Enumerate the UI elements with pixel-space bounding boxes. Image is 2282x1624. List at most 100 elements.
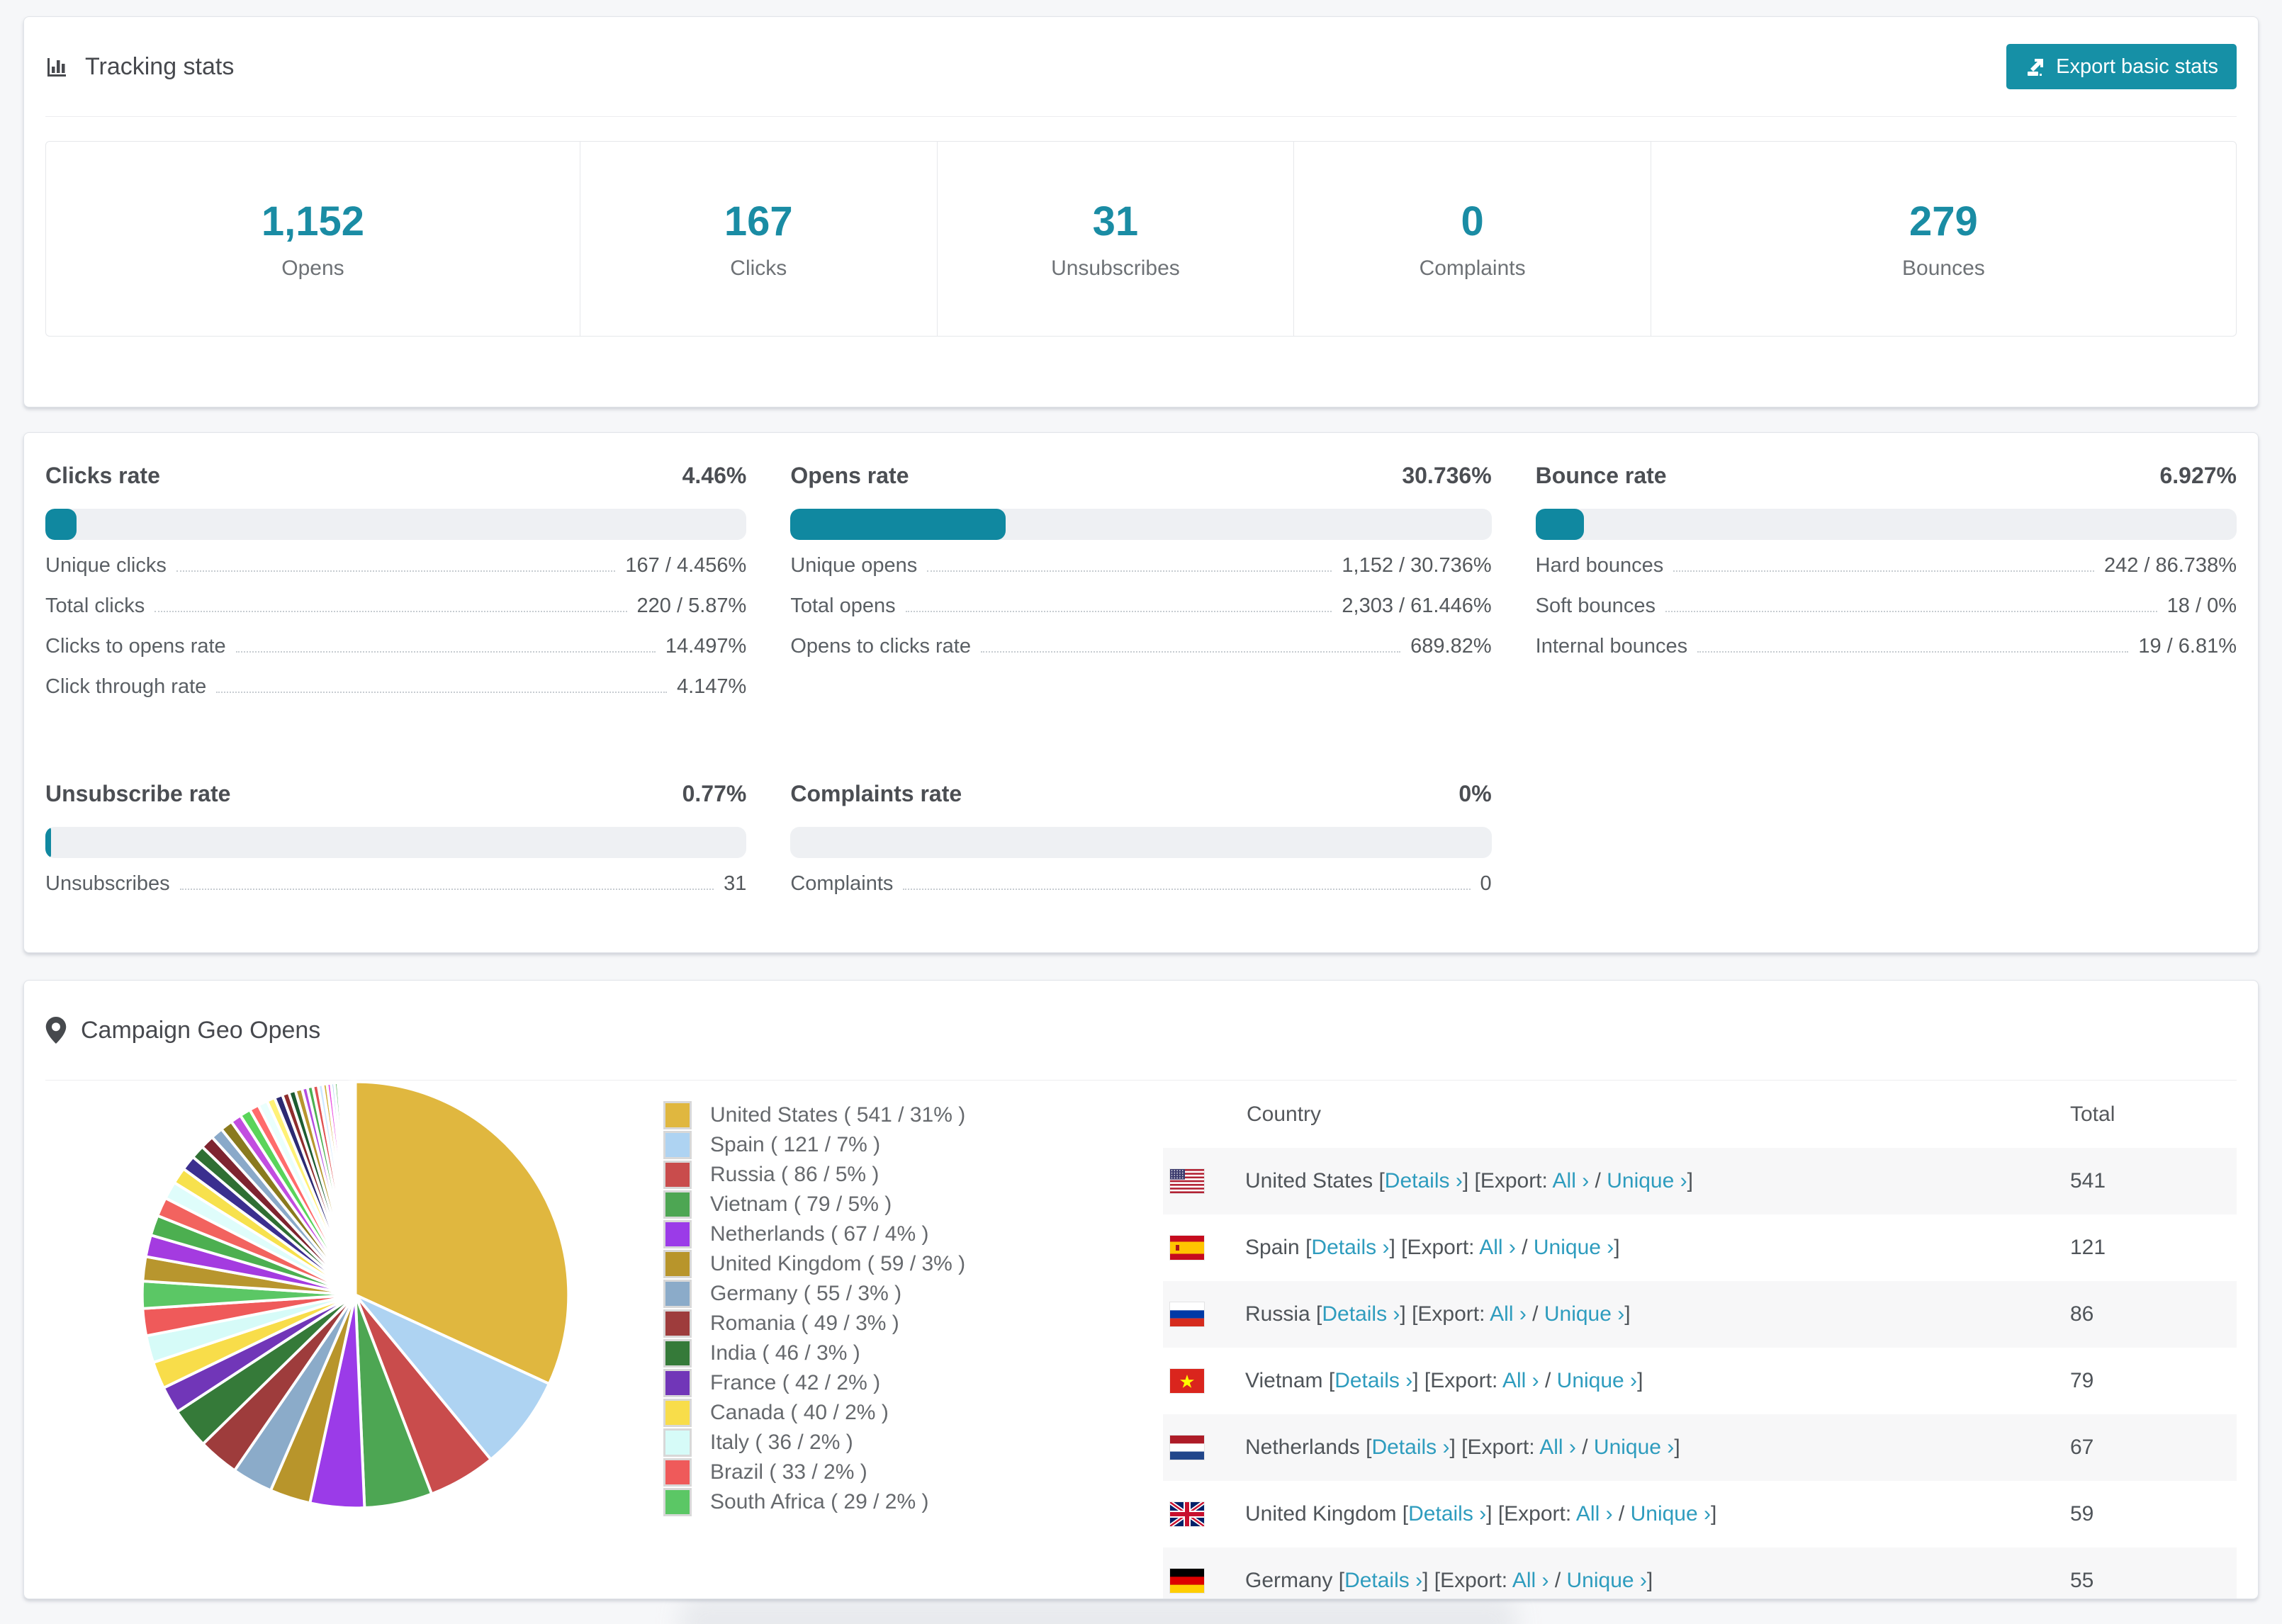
summary-label: Complaints bbox=[1419, 256, 1526, 280]
total-cell: 541 bbox=[2070, 1169, 2106, 1192]
de-flag-icon bbox=[1170, 1569, 1204, 1593]
legend-swatch bbox=[663, 1488, 692, 1516]
export-unique-link[interactable]: Unique › bbox=[1556, 1369, 1638, 1392]
details-link[interactable]: Details › bbox=[1408, 1502, 1487, 1526]
progress-fill bbox=[45, 509, 77, 540]
export-all-link[interactable]: All › bbox=[1479, 1236, 1516, 1259]
progress-track bbox=[45, 827, 747, 858]
summary-label: Clicks bbox=[730, 256, 787, 280]
gb-flag-icon bbox=[1170, 1502, 1204, 1526]
export-unique-link[interactable]: Unique › bbox=[1593, 1436, 1675, 1459]
country-name: Vietnam bbox=[1245, 1369, 1329, 1392]
details-link[interactable]: Details › bbox=[1344, 1569, 1423, 1592]
country-name: United States bbox=[1245, 1169, 1379, 1192]
stat-value: 220 / 5.87% bbox=[636, 594, 747, 617]
legend-item: Spain ( 121 / 7% ) bbox=[663, 1130, 1089, 1160]
export-icon bbox=[2028, 59, 2044, 76]
summary-label: Bounces bbox=[1902, 256, 1985, 280]
legend-swatch bbox=[663, 1280, 692, 1308]
geo-title-wrap: Campaign Geo Opens bbox=[45, 1017, 320, 1044]
legend-item: United Kingdom ( 59 / 3% ) bbox=[663, 1249, 1089, 1279]
rates-grid: Clicks rate 4.46% Unique clicks 167 / 4.456… bbox=[45, 463, 2237, 913]
details-link[interactable]: Details › bbox=[1334, 1369, 1413, 1392]
export-unique-link[interactable]: Unique › bbox=[1533, 1236, 1614, 1259]
export-unique-link[interactable]: Unique › bbox=[1544, 1302, 1625, 1326]
geo-table-row-gb: United Kingdom [Details ›] [Export: All … bbox=[1163, 1481, 2237, 1547]
legend-label: Italy ( 36 / 2% ) bbox=[710, 1431, 853, 1454]
tracking-stats-header: Tracking stats Export basic stats bbox=[45, 17, 2237, 116]
page-title: Tracking stats bbox=[85, 52, 235, 80]
details-link[interactable]: Details › bbox=[1322, 1302, 1400, 1326]
legend-label: Netherlands ( 67 / 4% ) bbox=[710, 1222, 929, 1246]
country-name: Netherlands bbox=[1245, 1436, 1366, 1459]
export-all-link[interactable]: All › bbox=[1512, 1569, 1549, 1592]
stat-row: Unique clicks 167 / 4.456% bbox=[45, 554, 746, 594]
summary-box: 1,152 Opens 167 Clicks 31 Unsubscribes 0 Compla… bbox=[45, 141, 2237, 337]
stat-row: Opens to clicks rate 689.82% bbox=[790, 635, 1491, 675]
stat-label: Clicks to opens rate bbox=[45, 635, 226, 658]
legend-label: Vietnam ( 79 / 5% ) bbox=[710, 1192, 892, 1216]
geo-divider bbox=[45, 1080, 2237, 1081]
ru-flag-icon bbox=[1170, 1302, 1204, 1326]
stat-label: Total opens bbox=[790, 594, 896, 617]
stat-row: Complaints 0 bbox=[790, 872, 1491, 913]
stat-row: Internal bounces 19 / 6.81% bbox=[1536, 635, 2237, 675]
legend-item: France ( 42 / 2% ) bbox=[663, 1368, 1089, 1398]
legend-label: Russia ( 86 / 5% ) bbox=[710, 1163, 879, 1186]
legend-swatch bbox=[663, 1309, 692, 1338]
rate-block-complaints-rate: Complaints rate 0% Complaints 0 bbox=[790, 781, 1492, 913]
stat-label: Internal bounces bbox=[1535, 635, 1688, 658]
legend-item: Brazil ( 33 / 2% ) bbox=[663, 1457, 1089, 1487]
details-link[interactable]: Details › bbox=[1311, 1236, 1390, 1259]
export-all-link[interactable]: All › bbox=[1490, 1302, 1527, 1326]
dotted-leader bbox=[1673, 570, 2094, 572]
geo-table-row-de: Germany [Details ›] [Export: All › / Uni… bbox=[1163, 1547, 2237, 1598]
dotted-leader bbox=[905, 611, 1332, 612]
rate-title: Unsubscribe rate bbox=[45, 781, 231, 806]
details-link[interactable]: Details › bbox=[1371, 1436, 1450, 1459]
export-all-link[interactable]: All › bbox=[1539, 1436, 1576, 1459]
total-cell: 59 bbox=[2070, 1502, 2094, 1526]
rate-block-unsubscribe-rate: Unsubscribe rate 0.77% Unsubscribes 31 bbox=[45, 781, 747, 913]
total-cell: 55 bbox=[2070, 1569, 2094, 1592]
stat-value: 242 / 86.738% bbox=[2103, 554, 2237, 577]
total-cell: 79 bbox=[2070, 1369, 2094, 1392]
export-unique-link[interactable]: Unique › bbox=[1630, 1502, 1711, 1526]
legend-swatch bbox=[663, 1131, 692, 1159]
dotted-leader bbox=[927, 570, 1332, 572]
dotted-leader bbox=[1697, 651, 2129, 653]
stat-value: 2,303 / 61.446% bbox=[1342, 594, 1492, 617]
stat-label: Unique opens bbox=[790, 554, 918, 577]
legend-item: India ( 46 / 3% ) bbox=[663, 1338, 1089, 1368]
export-all-link[interactable]: All › bbox=[1502, 1369, 1539, 1392]
us-flag-icon bbox=[1170, 1169, 1204, 1193]
dotted-leader bbox=[903, 889, 1471, 890]
country-name: Germany bbox=[1245, 1569, 1339, 1592]
geo-table-row-nl: Netherlands [Details ›] [Export: All › /… bbox=[1163, 1414, 2237, 1481]
export-unique-link[interactable]: Unique › bbox=[1607, 1169, 1687, 1192]
legend-item: Russia ( 86 / 5% ) bbox=[663, 1160, 1089, 1190]
dotted-leader bbox=[1665, 611, 2157, 612]
nl-flag-icon bbox=[1170, 1436, 1204, 1460]
rates-card: Clicks rate 4.46% Unique clicks 167 / 4.456… bbox=[23, 432, 2259, 953]
export-all-link[interactable]: All › bbox=[1552, 1169, 1590, 1192]
pie-slice bbox=[354, 1293, 551, 1462]
details-link[interactable]: Details › bbox=[1384, 1169, 1463, 1192]
country-cell: United States [Details ›] [Export: All ›… bbox=[1245, 1169, 1693, 1192]
country-name: Russia bbox=[1245, 1302, 1317, 1326]
geo-table-header: Country Total bbox=[1163, 1081, 2237, 1148]
rate-title: Opens rate bbox=[790, 463, 909, 488]
summary-card-unsubscribes: 31 Unsubscribes bbox=[938, 142, 1295, 336]
stat-row: Hard bounces 242 / 86.738% bbox=[1536, 554, 2237, 594]
export-all-link[interactable]: All › bbox=[1575, 1502, 1613, 1526]
legend-item: South Africa ( 29 / 2% ) bbox=[663, 1487, 1089, 1517]
es-flag-icon bbox=[1170, 1236, 1204, 1260]
stat-row: Unsubscribes 31 bbox=[45, 872, 746, 913]
rate-block-clicks-rate: Clicks rate 4.46% Unique clicks 167 / 4.456… bbox=[45, 463, 747, 716]
geo-pie-chart bbox=[140, 1080, 570, 1510]
summary-value: 31 bbox=[1092, 198, 1139, 244]
export-unique-link[interactable]: Unique › bbox=[1566, 1569, 1647, 1592]
geo-table-row-vn: Vietnam [Details ›] [Export: All › / Uni… bbox=[1163, 1348, 2237, 1414]
rate-title: Clicks rate bbox=[45, 463, 160, 488]
export-basic-stats-button[interactable]: Export basic stats bbox=[2006, 44, 2237, 89]
